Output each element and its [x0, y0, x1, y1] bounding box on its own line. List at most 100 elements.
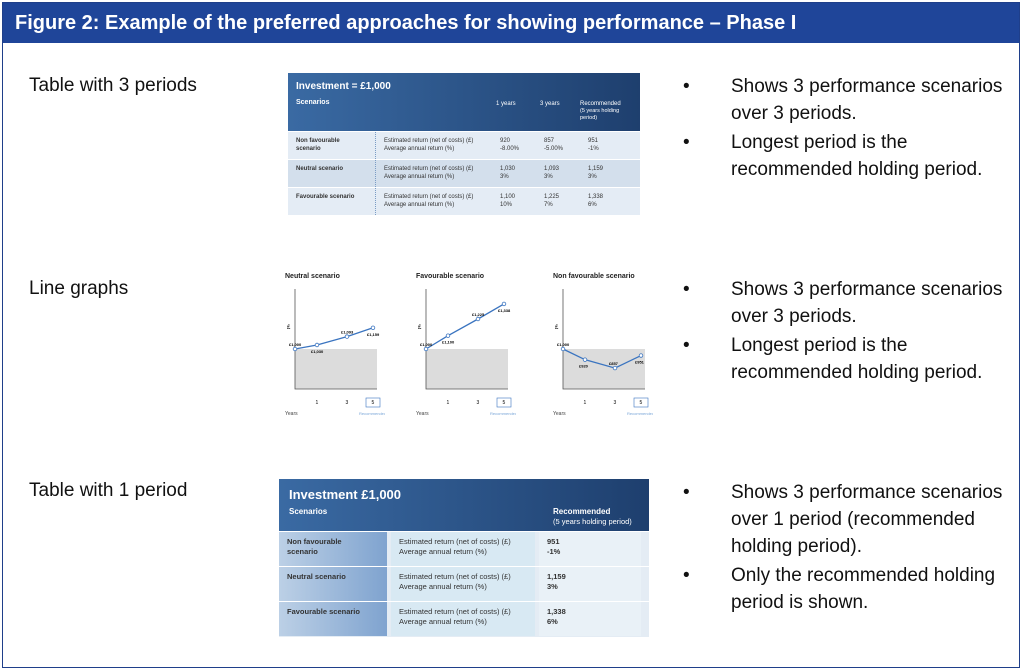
value-rec-cell: 1,338 6%	[588, 194, 604, 208]
graph-axes	[294, 289, 377, 390]
table-row: Neutral scenario Estimated return (net of…	[288, 159, 640, 187]
data-label: £1,000	[289, 342, 302, 347]
recommended-label: Recommended	[490, 411, 516, 416]
data-point	[445, 333, 451, 338]
bullet-item: • Longest period is the recommended holdi…	[683, 332, 1013, 386]
table-3-title: Investment = £1,000	[296, 81, 391, 92]
value-rec-cell: 951 -1%	[539, 532, 641, 566]
table-3-scenarios-header: Scenarios	[296, 99, 330, 106]
x-tick-label: 1	[447, 400, 450, 406]
bullet-list-row-3: • Shows 3 performance scenarios over 1 pe…	[683, 479, 1013, 618]
data-label: £1,338	[498, 308, 511, 313]
bullet-dot: •	[683, 335, 690, 356]
row-label-table-1-period: Table with 1 period	[29, 480, 188, 501]
data-point	[638, 353, 644, 358]
x-axis-label: Years	[416, 411, 429, 417]
x-tick-label: 3	[477, 400, 480, 406]
data-point	[582, 357, 588, 362]
metric-cell: Estimated return (net of costs) (£) Avera…	[384, 138, 474, 152]
recommended-label: Recommended	[627, 411, 653, 416]
metric-cell: Estimated return (net of costs) (£) Avera…	[384, 166, 474, 180]
scenario-name-cell: Favourable scenario	[279, 602, 387, 636]
graph-axes	[425, 289, 508, 390]
x-tick-label: 3	[346, 400, 349, 406]
data-point	[475, 316, 481, 322]
scenario-name-cell: Neutral scenario	[288, 160, 376, 187]
data-point	[423, 346, 429, 352]
graph-canvas: £ £1,000 £1,100 £1,225 £1,338 1 3 5 Years Recomme…	[416, 289, 516, 417]
table-1-title: Investment £1,000	[289, 487, 402, 502]
table-3-col-3y: 3 years	[540, 101, 560, 107]
recommended-label: Recommended	[359, 411, 385, 416]
data-label: £1,100	[442, 340, 455, 345]
x-tick-label: 5	[640, 400, 643, 406]
table-1-header: Investment £1,000 Scenarios Recommended …	[279, 479, 649, 531]
value-rec-cell: 951 -1%	[588, 138, 599, 152]
value-rec-cell: 1,159 3%	[539, 567, 641, 601]
data-point	[314, 342, 320, 348]
bullet-dot: •	[683, 279, 690, 300]
table-3-periods: Investment = £1,000 Scenarios 1 years 3 …	[288, 73, 640, 215]
table-3-body: Non favourable scenario Estimated return (…	[288, 131, 640, 215]
row-label-table-3-periods: Table with 3 periods	[29, 75, 197, 96]
data-point	[612, 365, 618, 371]
x-tick-label: 5	[372, 400, 375, 406]
data-label: £857	[609, 361, 619, 366]
bullet-dot: •	[683, 565, 690, 586]
value-3y-cell: 857 -5.00%	[544, 138, 564, 152]
graph-title: Neutral scenario	[285, 273, 340, 280]
line-graph-2: Non favourable scenario £ £1,000 £920 £857 £9…	[553, 273, 653, 421]
graph-y-label: £	[418, 325, 422, 331]
x-tick-label: 1	[316, 400, 319, 406]
bullet-dot: •	[683, 132, 690, 153]
bullet-item: • Shows 3 performance scenarios over 3 pe…	[683, 73, 1013, 127]
value-3y-cell: 1,225 7%	[544, 194, 560, 208]
graph-title: Non favourable scenario	[553, 273, 635, 280]
table-row: Non favourable scenario Estimated return (…	[288, 131, 640, 159]
data-label: £951	[635, 360, 645, 365]
value-3y-cell: 1,093 3%	[544, 166, 560, 180]
metric-cell: Estimated return (net of costs) (£) Avera…	[391, 602, 535, 636]
data-point	[292, 346, 298, 352]
recommended-tick-box	[496, 397, 512, 408]
data-label: £920	[579, 364, 589, 369]
table-1-body: Non favourable scenario Estimated return (…	[279, 531, 649, 636]
table-3-header: Investment = £1,000 Scenarios 1 years 3 …	[288, 73, 640, 131]
scenario-name-cell: Non favourable scenario	[279, 532, 387, 566]
recommended-tick-box	[365, 397, 381, 408]
x-tick-label: 3	[614, 400, 617, 406]
value-rec-cell: 1,159 3%	[588, 166, 604, 180]
series-line	[294, 327, 374, 350]
table-row: Favourable scenario Estimated return (net…	[288, 187, 640, 215]
graph-y-label: £	[555, 325, 559, 331]
metric-cell: Estimated return (net of costs) (£) Avera…	[391, 532, 535, 566]
data-point	[501, 301, 507, 307]
value-1y-cell: 920 -8.00%	[500, 138, 520, 152]
bullet-dot: •	[683, 76, 690, 97]
figure-title: Figure 2: Example of the preferred appro…	[3, 3, 1019, 43]
bullet-item: • Only the recommended holding period is …	[683, 562, 1013, 616]
row-label-line-graphs: Line graphs	[29, 278, 129, 299]
baseline-area	[295, 349, 377, 389]
scenario-name-cell: Favourable scenario	[288, 188, 376, 215]
data-label: £1,000	[420, 342, 433, 347]
bullet-item: • Shows 3 performance scenarios over 3 pe…	[683, 276, 1013, 330]
data-point	[344, 334, 350, 339]
bullet-item: • Longest period is the recommended holdi…	[683, 129, 1013, 183]
data-label: £1,159	[367, 332, 380, 337]
x-axis-label: Years	[285, 411, 298, 417]
x-tick-label: 1	[584, 400, 587, 406]
table-1-col-rec: Recommended (5 years holding period)	[553, 507, 632, 526]
bullet-dot: •	[683, 482, 690, 503]
recommended-tick-box	[633, 397, 649, 408]
data-point	[560, 346, 566, 352]
graph-y-label: £	[287, 325, 291, 331]
line-graph-1: Favourable scenario £ £1,000 £1,100 £1,225 £1…	[416, 273, 516, 421]
series-line	[425, 303, 505, 350]
data-label: £1,225	[472, 312, 485, 317]
data-label: £1,030	[311, 349, 324, 354]
scenario-name-cell: Non favourable scenario	[288, 132, 376, 159]
table-row: Favourable scenario Estimated return (net…	[279, 601, 649, 636]
value-rec-cell: 1,338 6%	[539, 602, 641, 636]
